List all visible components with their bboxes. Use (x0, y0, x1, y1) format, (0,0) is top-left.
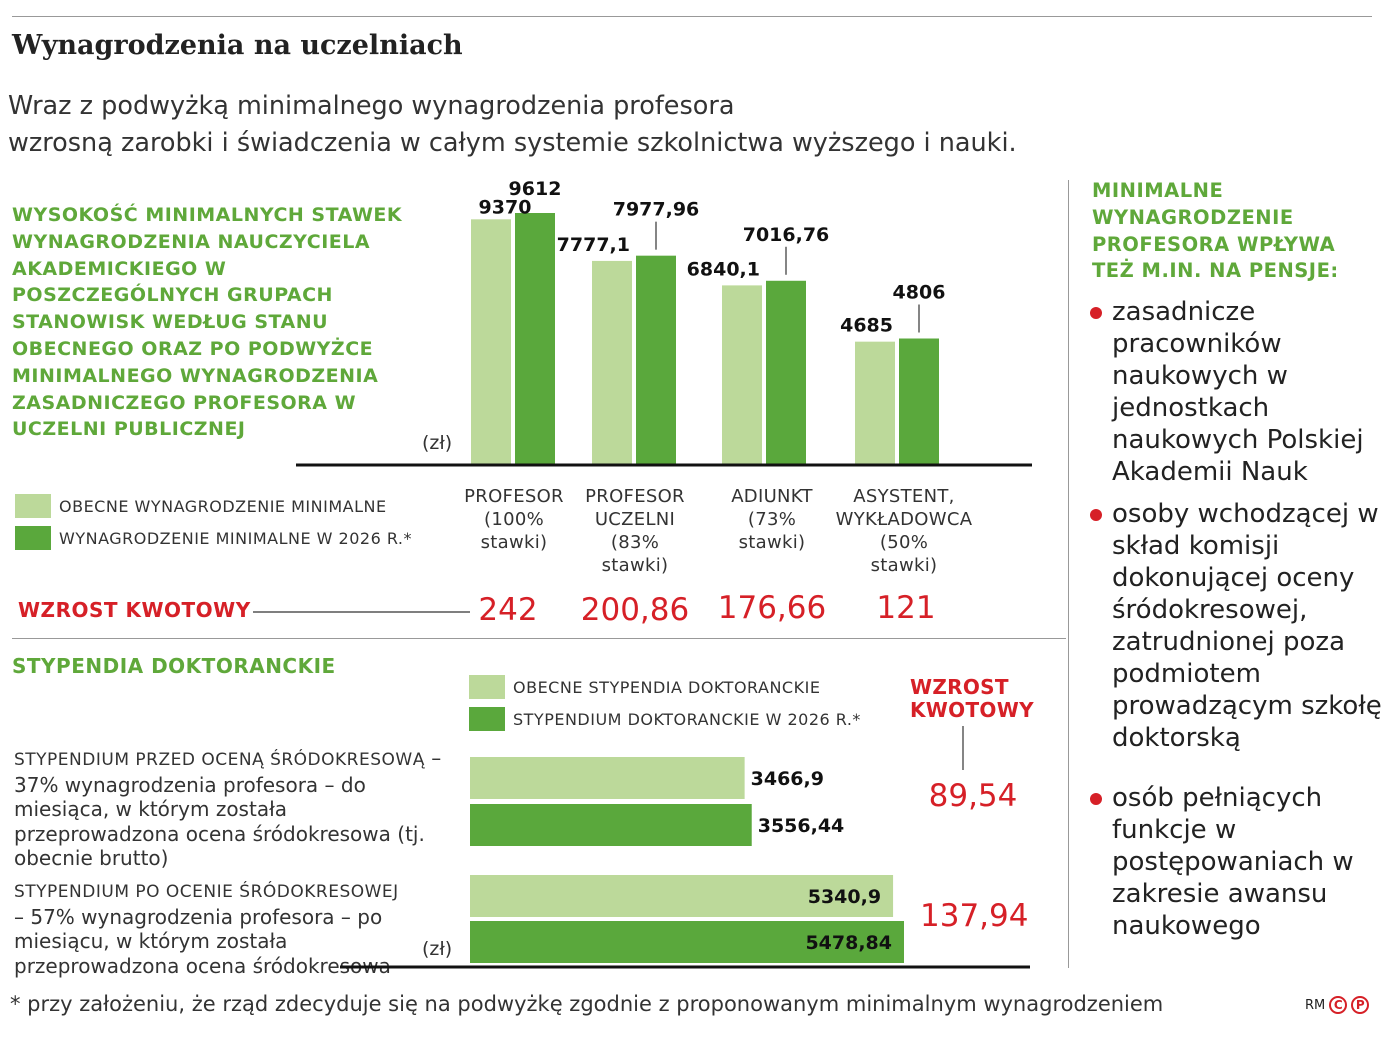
category-label-profesor-uczelni: PROFESOR UCZELNI (83% stawki) (585, 486, 685, 576)
sidebar-item-awans: osób pełniących funkcje w postępowaniach… (1090, 782, 1390, 942)
legend-2026-salary-label: WYNAGRODZENIE MINIMALNE W 2026 R.* (59, 528, 412, 548)
legend-swatch-dark (469, 707, 505, 731)
section2-title: Stypendia doktoranckie (12, 654, 336, 678)
legend-current-stipend: OBECNE STYPENDIA DOKTORANCKIE (469, 675, 820, 699)
stipend-bar-2026-0 (470, 804, 752, 846)
stipend-bar-current-0 (470, 757, 745, 799)
legend-current-salary: OBECNE WYNAGRODZENIE MINIMALNE (15, 494, 387, 518)
section2-unit: (zł) (422, 938, 453, 960)
footnote: * przy założeniu, że rząd zdecyduje się … (10, 992, 1164, 1016)
legend-swatch-dark (15, 526, 51, 550)
salary-bar-2026-0 (515, 213, 555, 464)
section1-title: Wysokość minimalnych stawek wynagrodzeni… (12, 204, 403, 441)
legend-2026-salary: WYNAGRODZENIE MINIMALNE W 2026 R.* (15, 526, 412, 550)
stipend-increase-label-line2: KWOTOWY (910, 698, 1034, 722)
stipend-desc-after-caps: STYPENDIUM PO OCENIE ŚRÓDOKRESOWEJ (14, 882, 399, 902)
salary-label-2026-0: 9612 (509, 178, 562, 200)
salary-label-current-1: 7777,1 (557, 234, 630, 256)
increase-label: WZROST KWOTOWY (18, 598, 251, 622)
category-label-profesor: PROFESOR (100% stawki) (464, 486, 564, 553)
salary-bar-current-0 (471, 219, 511, 464)
salary-label-current-3: 4685 (840, 315, 893, 337)
stipend-desc-after: STYPENDIUM PO OCENIE ŚRÓDOKRESOWEJ – 57%… (14, 878, 414, 978)
increase-profesor: 242 (478, 592, 538, 628)
salary-bar-current-1 (592, 260, 632, 464)
sidebar-title: Minimalne wynagrodzenie profesora wpływa… (1092, 179, 1339, 283)
stipend-increase-label-line1: WZROST (910, 675, 1009, 699)
salary-bar-2026-3 (899, 338, 939, 464)
salary-label-current-2: 6840,1 (687, 258, 760, 280)
publisher-logo-icon: P (1351, 996, 1370, 1014)
stipend-desc-before: STYPENDIUM PRZED OCENĄ ŚRÓDOKRESOWĄ – 37… (14, 746, 454, 871)
subtitle-line-1: Wraz z podwyżką minimalnego wynagrodzeni… (8, 91, 735, 121)
salary-label-2026-1: 7977,96 (613, 199, 700, 221)
stipend-desc-before-caps: STYPENDIUM PRZED OCENĄ ŚRÓDOKRESOWĄ (14, 750, 425, 770)
sidebar-divider (1068, 180, 1069, 968)
legend-swatch-light (15, 494, 51, 518)
stipend-increase-label: WZROST KWOTOWY (910, 676, 1034, 722)
credit-initials: RM (1305, 997, 1326, 1013)
legend-2026-stipend: STYPENDIUM DOKTORANCKIE W 2026 R.* (469, 707, 861, 731)
stipend-bar-chart: 3466,9 3556,44 5340,9 5478,84 (340, 726, 1030, 969)
stipend-bar-current-1 (470, 875, 894, 917)
page-title: Wynagrodzenia na uczelniach (12, 30, 463, 61)
category-label-adiunkt: ADIUNKT (73% stawki) (731, 486, 813, 553)
legend-current-stipend-label: OBECNE STYPENDIA DOKTORANCKIE (513, 677, 821, 697)
stipend-desc-after-text: – 57% wynagrodzenia profesora – po miesi… (14, 904, 391, 978)
salary-bar-current-3 (855, 341, 895, 464)
salary-label-2026-3: 4806 (893, 282, 946, 304)
salary-label-2026-2: 7016,76 (743, 224, 830, 246)
stipend-increase-after: 137,94 (920, 898, 1029, 934)
page-subtitle: Wraz z podwyżką minimalnego wynagrodzeni… (8, 88, 1208, 162)
salary-bar-2026-2 (766, 280, 806, 464)
increase-profesor-uczelni: 200,86 (580, 592, 690, 628)
salary-label-current-0: 9370 (479, 196, 532, 218)
legend-current-salary-label: OBECNE WYNAGRODZENIE MINIMALNE (59, 496, 387, 516)
section1-unit: (zł) (422, 432, 453, 454)
increase-asystent: 121 (876, 590, 936, 626)
increase-adiunkt: 176,66 (717, 590, 827, 626)
stipend-label-current-0: 3466,9 (751, 768, 824, 790)
legend-2026-stipend-label: STYPENDIUM DOKTORANCKIE W 2026 R.* (513, 709, 861, 729)
category-label-asystent: ASYSTENT, WYKŁADOWCA (50% stawki) (835, 486, 973, 576)
section-divider (12, 638, 1066, 639)
stipend-desc-before-text: – 37% wynagrodzenia profesora – do miesi… (14, 746, 442, 870)
subtitle-line-2: wzrosną zarobki i świadczenia w całym sy… (8, 128, 1017, 158)
legend-swatch-light (469, 675, 505, 699)
sidebar-item-komisja: osoby wchodzącej w skład komisji dokonuj… (1090, 498, 1390, 754)
copyright-logo-icon: C (1329, 996, 1348, 1014)
stipend-increase-before: 89,54 (928, 778, 1018, 814)
stipend-label-current-1: 5340,9 (808, 886, 881, 908)
stipend-label-2026-1: 5478,84 (805, 932, 892, 954)
stipend-label-2026-0: 3556,44 (758, 815, 845, 837)
salary-bar-2026-1 (636, 255, 676, 464)
sidebar-item-pan: zasadnicze pracowników naukowych w jedno… (1090, 296, 1390, 488)
salary-bar-current-2 (722, 285, 762, 464)
credit: RM C P (1305, 996, 1370, 1014)
top-rule (12, 16, 1372, 17)
stipend-bar-2026-1 (470, 921, 904, 963)
sidebar-list: zasadnicze pracowników naukowych w jedno… (1090, 296, 1390, 952)
